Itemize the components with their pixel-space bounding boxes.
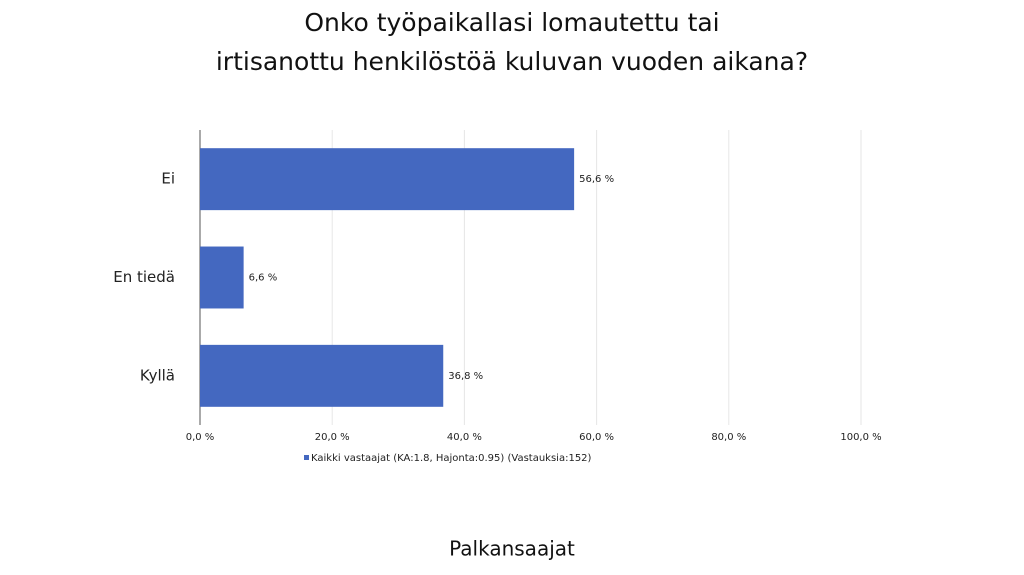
- chart-title: irtisanottu henkilöstöä kuluvan vuoden a…: [216, 47, 808, 76]
- legend-swatch: [304, 455, 309, 460]
- x-tick-label: 80,0 %: [711, 432, 746, 443]
- footer: Palkansaajat: [449, 537, 575, 561]
- bar: [200, 344, 444, 407]
- bar: [200, 246, 244, 309]
- bar: [200, 148, 575, 211]
- x-tick-label: 0,0 %: [186, 432, 215, 443]
- value-label: 6,6 %: [249, 273, 278, 284]
- y-tick-label: Ei: [161, 170, 175, 188]
- value-label: 36,8 %: [448, 371, 483, 382]
- y-tick-label: En tiedä: [113, 268, 175, 286]
- x-tick-label: 100,0 %: [840, 432, 881, 443]
- chart-title: Onko työpaikallasi lomautettu tai: [304, 8, 719, 37]
- x-tick-label: 40,0 %: [447, 432, 482, 443]
- x-tick-label: 20,0 %: [315, 432, 350, 443]
- value-label: 56,6 %: [579, 174, 614, 185]
- y-tick-label: Kyllä: [140, 366, 175, 384]
- x-tick-label: 60,0 %: [579, 432, 614, 443]
- legend-label: Kaikki vastaajat (KA:1.8, Hajonta:0.95) …: [311, 453, 592, 464]
